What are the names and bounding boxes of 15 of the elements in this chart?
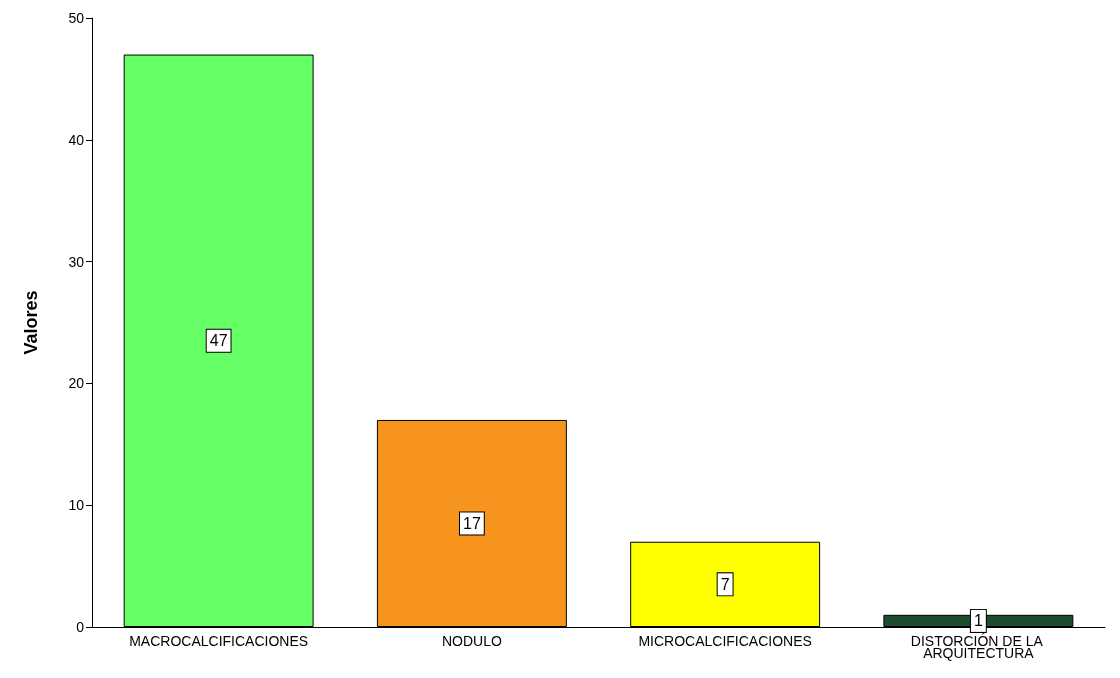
y-axis-title: Valores (21, 290, 41, 355)
data-label: 7 (720, 575, 730, 593)
x-tick-label: NODULO (441, 633, 502, 649)
x-tick-label: DISTORCIÓN DE LA ARQUITECTURA (910, 633, 1046, 661)
data-label: 17 (462, 514, 481, 532)
y-tick-label: 30 (68, 253, 85, 270)
y-tick-label: 50 (68, 10, 85, 26)
data-label: 1 (973, 612, 983, 630)
x-tick-label: MACROCALCIFICACIONES (129, 633, 309, 649)
y-tick-label: 10 (68, 497, 85, 514)
y-tick-label: 0 (76, 619, 85, 635)
y-tick-label: 20 (68, 375, 85, 392)
x-tick-label: MICROCALCIFICACIONES (638, 633, 812, 649)
y-tick-label: 40 (68, 131, 85, 148)
data-label: 47 (209, 332, 228, 350)
